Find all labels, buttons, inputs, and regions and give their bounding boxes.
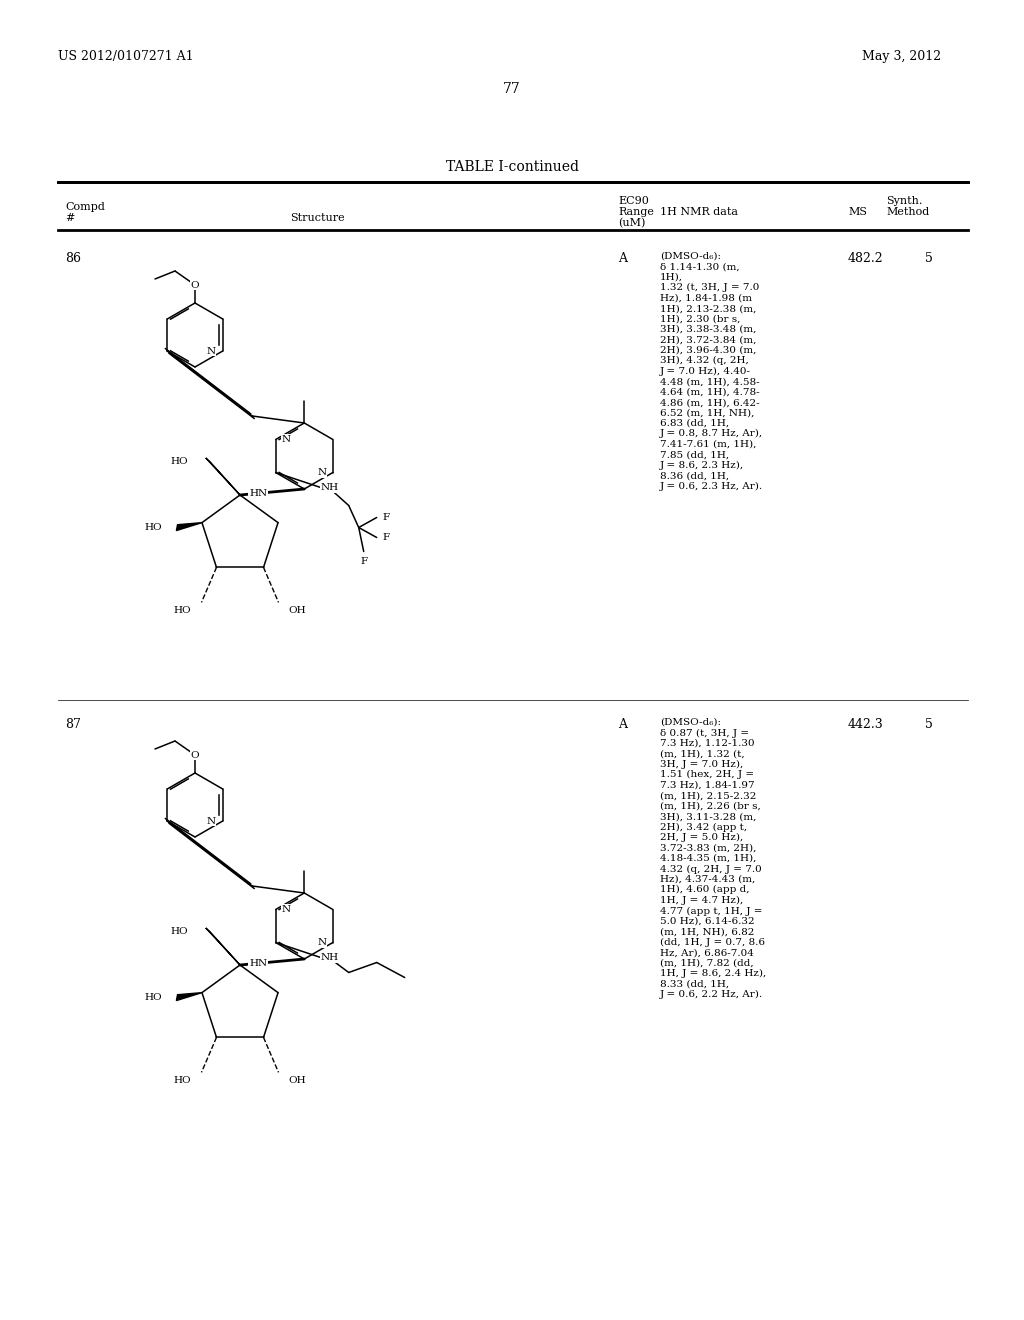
- Text: HN: HN: [249, 960, 267, 969]
- Text: F: F: [383, 533, 390, 543]
- Text: O: O: [190, 281, 200, 289]
- Text: OH: OH: [289, 1076, 306, 1085]
- Polygon shape: [206, 458, 240, 495]
- Text: HO: HO: [174, 1076, 191, 1085]
- Text: 442.3: 442.3: [848, 718, 884, 731]
- Text: 5: 5: [925, 718, 933, 731]
- Text: TABLE I-continued: TABLE I-continued: [445, 160, 579, 174]
- Text: N: N: [317, 939, 327, 946]
- Text: US 2012/0107271 A1: US 2012/0107271 A1: [58, 50, 194, 63]
- Polygon shape: [176, 523, 202, 531]
- Text: N: N: [317, 469, 327, 477]
- Text: (DMSO-d₆):
δ 1.14-1.30 (m,
1H),
1.32 (t, 3H, J = 7.0
Hz), 1.84-1.98 (m
1H), 2.13: (DMSO-d₆): δ 1.14-1.30 (m, 1H), 1.32 (t,…: [660, 252, 763, 491]
- Text: HN: HN: [249, 490, 267, 499]
- Text: (uM): (uM): [618, 218, 645, 228]
- Text: 5: 5: [925, 252, 933, 265]
- Text: Structure: Structure: [290, 213, 345, 223]
- Text: 86: 86: [65, 252, 81, 265]
- Text: #: #: [65, 213, 75, 223]
- Text: A: A: [618, 718, 627, 731]
- Text: MS: MS: [848, 207, 867, 216]
- Text: 77: 77: [503, 82, 521, 96]
- Text: Method: Method: [886, 207, 929, 216]
- Text: 1H NMR data: 1H NMR data: [660, 207, 738, 216]
- Text: N: N: [282, 436, 291, 444]
- Text: OH: OH: [289, 606, 306, 615]
- Text: 87: 87: [65, 718, 81, 731]
- Text: HO: HO: [170, 458, 188, 466]
- Polygon shape: [176, 993, 202, 1001]
- Polygon shape: [206, 928, 240, 965]
- Text: F: F: [360, 557, 368, 566]
- Text: F: F: [383, 513, 390, 521]
- Text: Range: Range: [618, 207, 654, 216]
- Text: EC90: EC90: [618, 195, 649, 206]
- Text: NH: NH: [321, 953, 339, 962]
- Text: HO: HO: [144, 993, 162, 1002]
- Text: A: A: [618, 252, 627, 265]
- Text: O: O: [190, 751, 200, 759]
- Text: NH: NH: [321, 483, 339, 492]
- Text: N: N: [282, 906, 291, 913]
- Text: HO: HO: [170, 928, 188, 936]
- Text: N: N: [207, 346, 216, 355]
- Text: Compd: Compd: [65, 202, 104, 213]
- Text: 482.2: 482.2: [848, 252, 884, 265]
- Text: (DMSO-d₆):
δ 0.87 (t, 3H, J =
7.3 Hz), 1.12-1.30
(m, 1H), 1.32 (t,
3H, J = 7.0 H: (DMSO-d₆): δ 0.87 (t, 3H, J = 7.3 Hz), 1…: [660, 718, 766, 999]
- Text: N: N: [207, 817, 216, 825]
- Text: Synth.: Synth.: [886, 195, 923, 206]
- Text: HO: HO: [144, 523, 162, 532]
- Text: HO: HO: [174, 606, 191, 615]
- Text: May 3, 2012: May 3, 2012: [862, 50, 941, 63]
